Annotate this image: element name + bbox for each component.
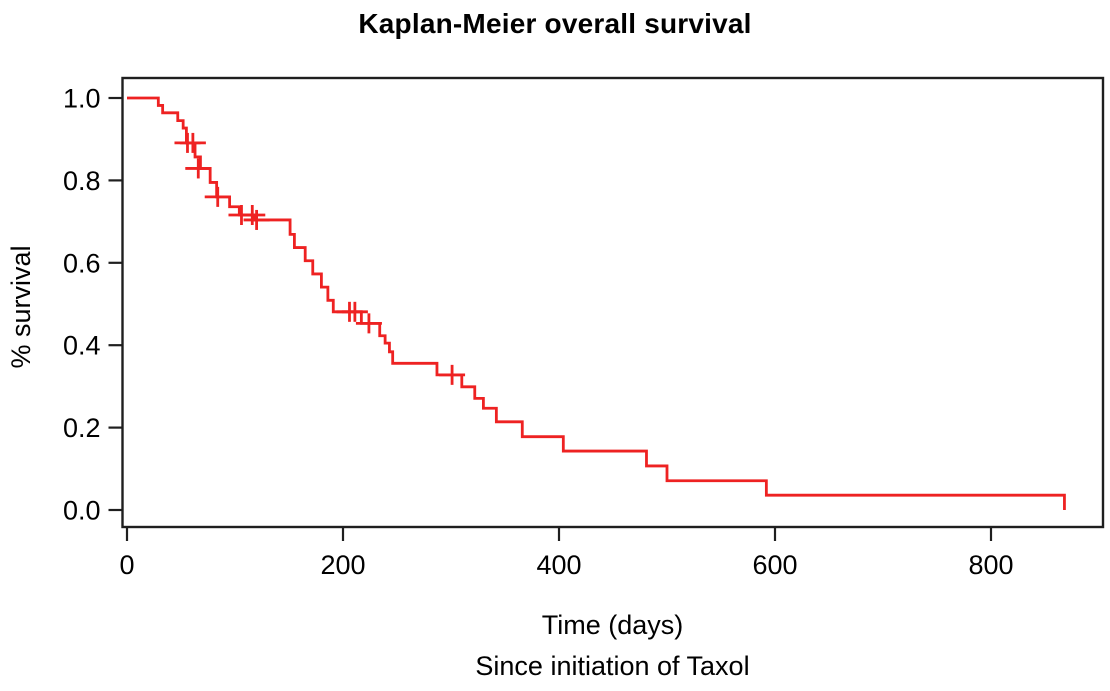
x-tick-label: 600 [752, 550, 797, 580]
x-tick-label: 200 [320, 550, 365, 580]
x-tick-label: 400 [536, 550, 581, 580]
x-axis-sublabel: Since initiation of Taxol [475, 651, 750, 681]
plot-border-box [121, 76, 1105, 529]
x-axis-label: Time (days) [541, 610, 684, 640]
y-tick-label: 0.4 [63, 331, 101, 361]
survival-curve [127, 96, 1066, 510]
x-tick-label: 800 [968, 550, 1013, 580]
y-tick-label: 0.2 [63, 413, 101, 443]
y-tick-label: 0.8 [63, 166, 101, 196]
chart-title: Kaplan-Meier overall survival [358, 8, 752, 39]
y-axis: 0.0 0.2 0.4 0.6 0.8 1.0 [63, 83, 123, 525]
y-tick-label: 1.0 [63, 83, 101, 113]
x-tick-label: 0 [119, 550, 134, 580]
censor-marks [174, 132, 466, 385]
y-tick-label: 0.0 [63, 495, 101, 525]
x-axis: 0 200 400 600 800 [119, 527, 1014, 580]
y-axis-label: % survival [6, 245, 36, 369]
y-tick-label: 0.6 [63, 248, 101, 278]
